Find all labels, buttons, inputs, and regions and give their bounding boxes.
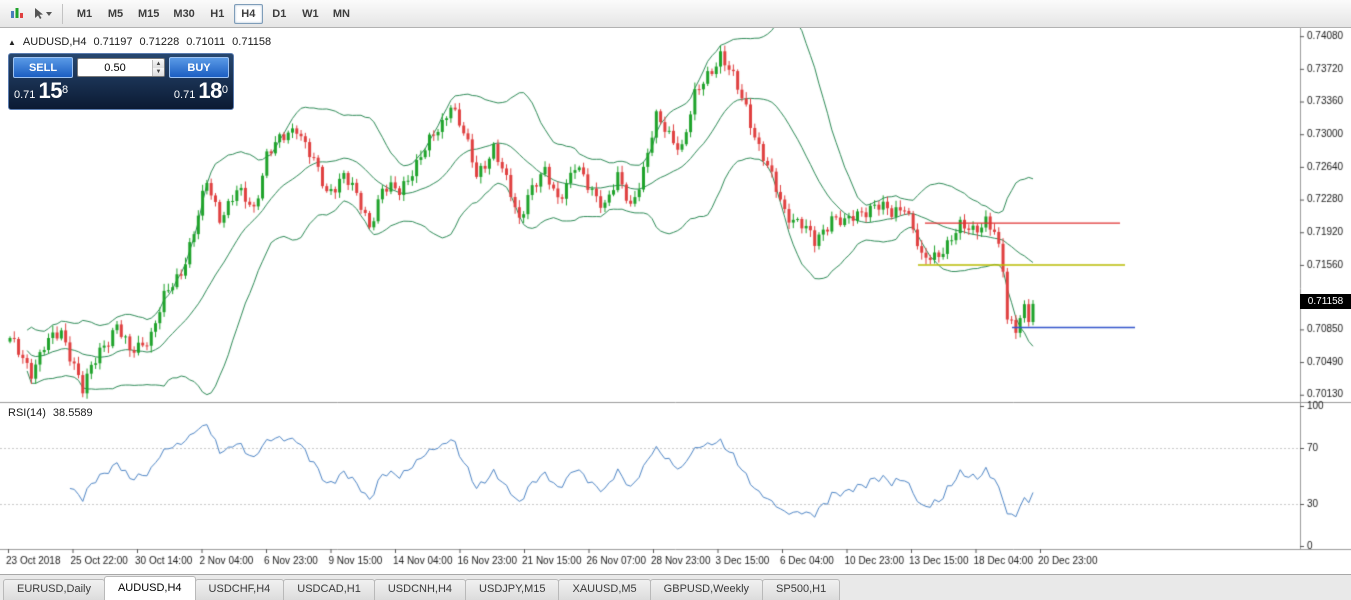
lot-size-input[interactable]	[78, 61, 152, 74]
ohlc-high: 0.71228	[139, 36, 180, 48]
one-click-collapse-icon[interactable]: ▲	[8, 37, 16, 47]
buy-button[interactable]: BUY	[169, 57, 229, 78]
top-toolbar: M1 M5 M15 M30 H1 H4 D1 W1 MN	[0, 0, 1351, 28]
timeframe-button-m15[interactable]: M15	[138, 7, 160, 20]
current-price-badge: 0.71158	[1300, 294, 1351, 310]
chart-tab-usdjpy-m15[interactable]: USDJPY,M15	[465, 579, 560, 600]
rsi-indicator-label: RSI(14) 38.5589	[8, 407, 93, 419]
sell-price: 0.71 158	[14, 78, 69, 103]
timeframe-button-mn[interactable]: MN	[332, 7, 350, 20]
one-click-trading-panel: SELL ▲ ▼ BUY 0.71 158 0.71 180	[8, 53, 234, 110]
timeframe-button-h1[interactable]: H1	[210, 7, 225, 20]
rsi-name: RSI(14)	[8, 407, 46, 419]
chart-tab-usdchf-h4[interactable]: USDCHF,H4	[194, 579, 285, 600]
ohlc-low: 0.71011	[186, 36, 226, 48]
timeframe-button-group: M1 M5 M15 M30 H1 H4 D1 W1 MN	[69, 3, 357, 24]
chart-tab-bar: EURUSD,Daily AUDUSD,H4 USDCHF,H4 USDCAD,H1 U…	[0, 574, 1351, 600]
chart-tab-audusd-h4[interactable]: AUDUSD,H4	[103, 576, 196, 600]
sell-button[interactable]: SELL	[13, 57, 73, 78]
toolbar-separator	[62, 3, 63, 24]
cursor-dropdown-icon[interactable]	[30, 3, 56, 25]
price-chart-canvas[interactable]	[0, 28, 1351, 574]
timeframe-button-m30[interactable]: M30	[173, 7, 195, 20]
symbol-ohlc-header: ▲ AUDUSD,H4 0.71197 0.71228 0.71011 0.71…	[8, 36, 271, 48]
timeframe-button-h4[interactable]: H4	[233, 3, 263, 24]
rsi-value: 38.5589	[52, 407, 93, 419]
chart-bars-icon[interactable]	[4, 3, 30, 25]
chart-tab-eurusd-daily[interactable]: EURUSD,Daily	[3, 579, 105, 600]
lot-size-field: ▲ ▼	[77, 58, 165, 77]
chart-window: ▲ AUDUSD,H4 0.71197 0.71228 0.71011 0.71…	[0, 28, 1351, 574]
lot-decrease-icon[interactable]: ▼	[153, 67, 164, 76]
ohlc-close: 0.71158	[232, 36, 272, 48]
timeframe-button-m5[interactable]: M5	[107, 7, 124, 20]
chart-tab-usdcad-h1[interactable]: USDCAD,H1	[283, 579, 375, 600]
timeframe-button-m1[interactable]: M1	[76, 7, 93, 20]
buy-price: 0.71 180	[173, 78, 228, 103]
timeframe-button-w1[interactable]: W1	[302, 7, 319, 20]
chart-tab-xauusd-m5[interactable]: XAUUSD,M5	[558, 579, 651, 600]
symbol-label: AUDUSD,H4	[22, 36, 87, 48]
chart-tab-sp500-h1[interactable]: SP500,H1	[762, 579, 841, 600]
ohlc-open: 0.71197	[93, 36, 133, 48]
chart-tab-gbpusd-weekly[interactable]: GBPUSD,Weekly	[649, 579, 764, 600]
chart-tab-usdcnh-h4[interactable]: USDCNH,H4	[373, 579, 467, 600]
timeframe-button-d1[interactable]: D1	[272, 7, 287, 20]
lot-increase-icon[interactable]: ▲	[153, 59, 164, 68]
lot-spinner: ▲ ▼	[152, 59, 164, 76]
